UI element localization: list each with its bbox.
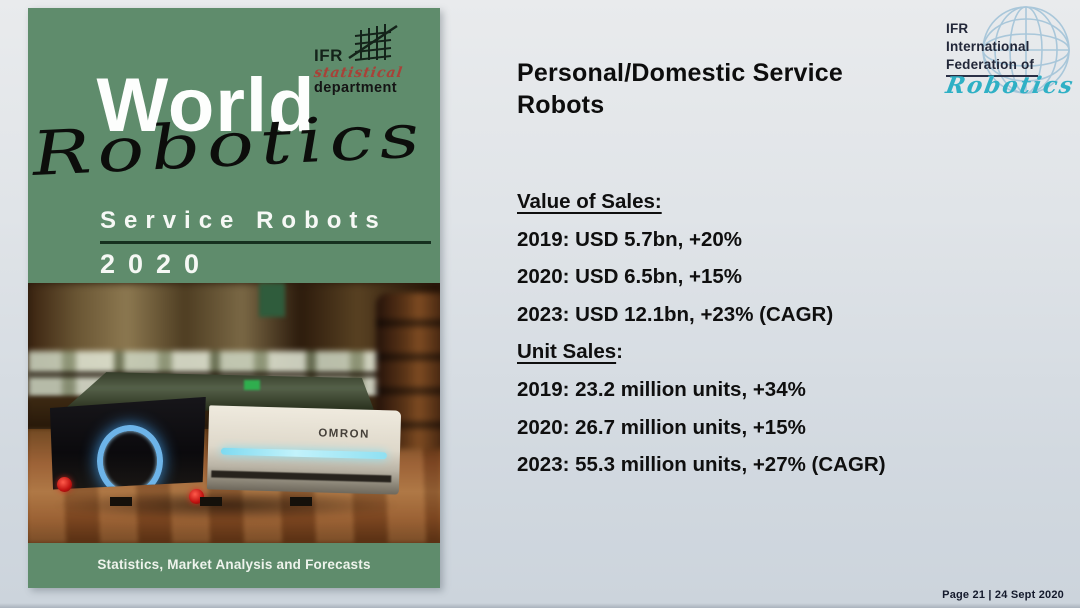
ifr-logo-line1: IFR <box>946 21 969 36</box>
robot-photo: OMRON <box>28 283 440 543</box>
robot-red-light-left <box>57 477 73 493</box>
robot-side-panel: OMRON <box>206 405 401 495</box>
ifr-logo-underline <box>946 75 1038 77</box>
omron-brand-label: OMRON <box>317 427 370 441</box>
cover-year: 2020 <box>100 249 213 279</box>
slide-body: Value of Sales: 2019: USD 5.7bn, +20% 20… <box>517 183 997 484</box>
robot-casters <box>109 496 328 507</box>
ifr-logo-line3: Federation of <box>946 57 1035 72</box>
page-number-and-date: Page 21 | 24 Sept 2020 <box>942 589 1064 601</box>
photo-background-shelf-line <box>28 371 440 379</box>
ifr-logo-line2: International <box>946 39 1030 54</box>
omron-mobile-robot: OMRON <box>44 369 407 521</box>
stat-logo-ifr-text: IFR <box>314 45 343 65</box>
photo-green-banner <box>258 283 285 317</box>
ifr-logo-robotics-script: Robotics <box>943 71 1077 99</box>
bottom-edge-shade <box>0 603 1080 608</box>
robot-green-light <box>243 380 260 391</box>
grid-chart-icon <box>347 22 399 67</box>
slide-title: Personal/Domestic Service Robots <box>517 59 843 119</box>
robot-lower-skirt <box>210 470 392 484</box>
unit-sales-2020: 2020: 26.7 million units, +15% <box>517 415 806 439</box>
unit-sales-2023: 2023: 55.3 million units, +27% (CAGR) <box>517 453 886 477</box>
ifr-logo: IFR International Federation of Robotics <box>938 4 1077 108</box>
book-cover: IFR statistical department World Robotic… <box>28 8 440 588</box>
robot-blue-ring-light <box>96 424 163 490</box>
section-heading-value-of-sales: Value of Sales: <box>517 190 662 213</box>
cover-divider <box>100 241 431 244</box>
unit-sales-2019: 2019: 23.2 million units, +34% <box>517 377 806 401</box>
robot-cyan-light-strip <box>220 447 387 460</box>
cover-subtitle: Service Robots <box>100 207 387 234</box>
stat-logo-department-text: department <box>314 80 397 97</box>
ifr-statistical-department-logo: IFR statistical department <box>313 22 424 97</box>
value-sales-2019: 2019: USD 5.7bn, +20% <box>517 227 743 251</box>
robot-front-panel <box>49 396 206 490</box>
cover-footer-text: Statistics, Market Analysis and Forecast… <box>97 557 371 572</box>
ifr-logo-text: IFR International Federation of Robotics <box>943 20 1077 99</box>
value-sales-2023: 2023: USD 12.1bn, +23% (CAGR) <box>517 302 834 326</box>
section-heading-unit-sales: Unit Sales: <box>517 340 623 364</box>
cover-title-world: World <box>96 63 316 148</box>
globe-icon <box>974 4 1074 105</box>
value-sales-2020: 2020: USD 6.5bn, +15% <box>517 265 743 289</box>
